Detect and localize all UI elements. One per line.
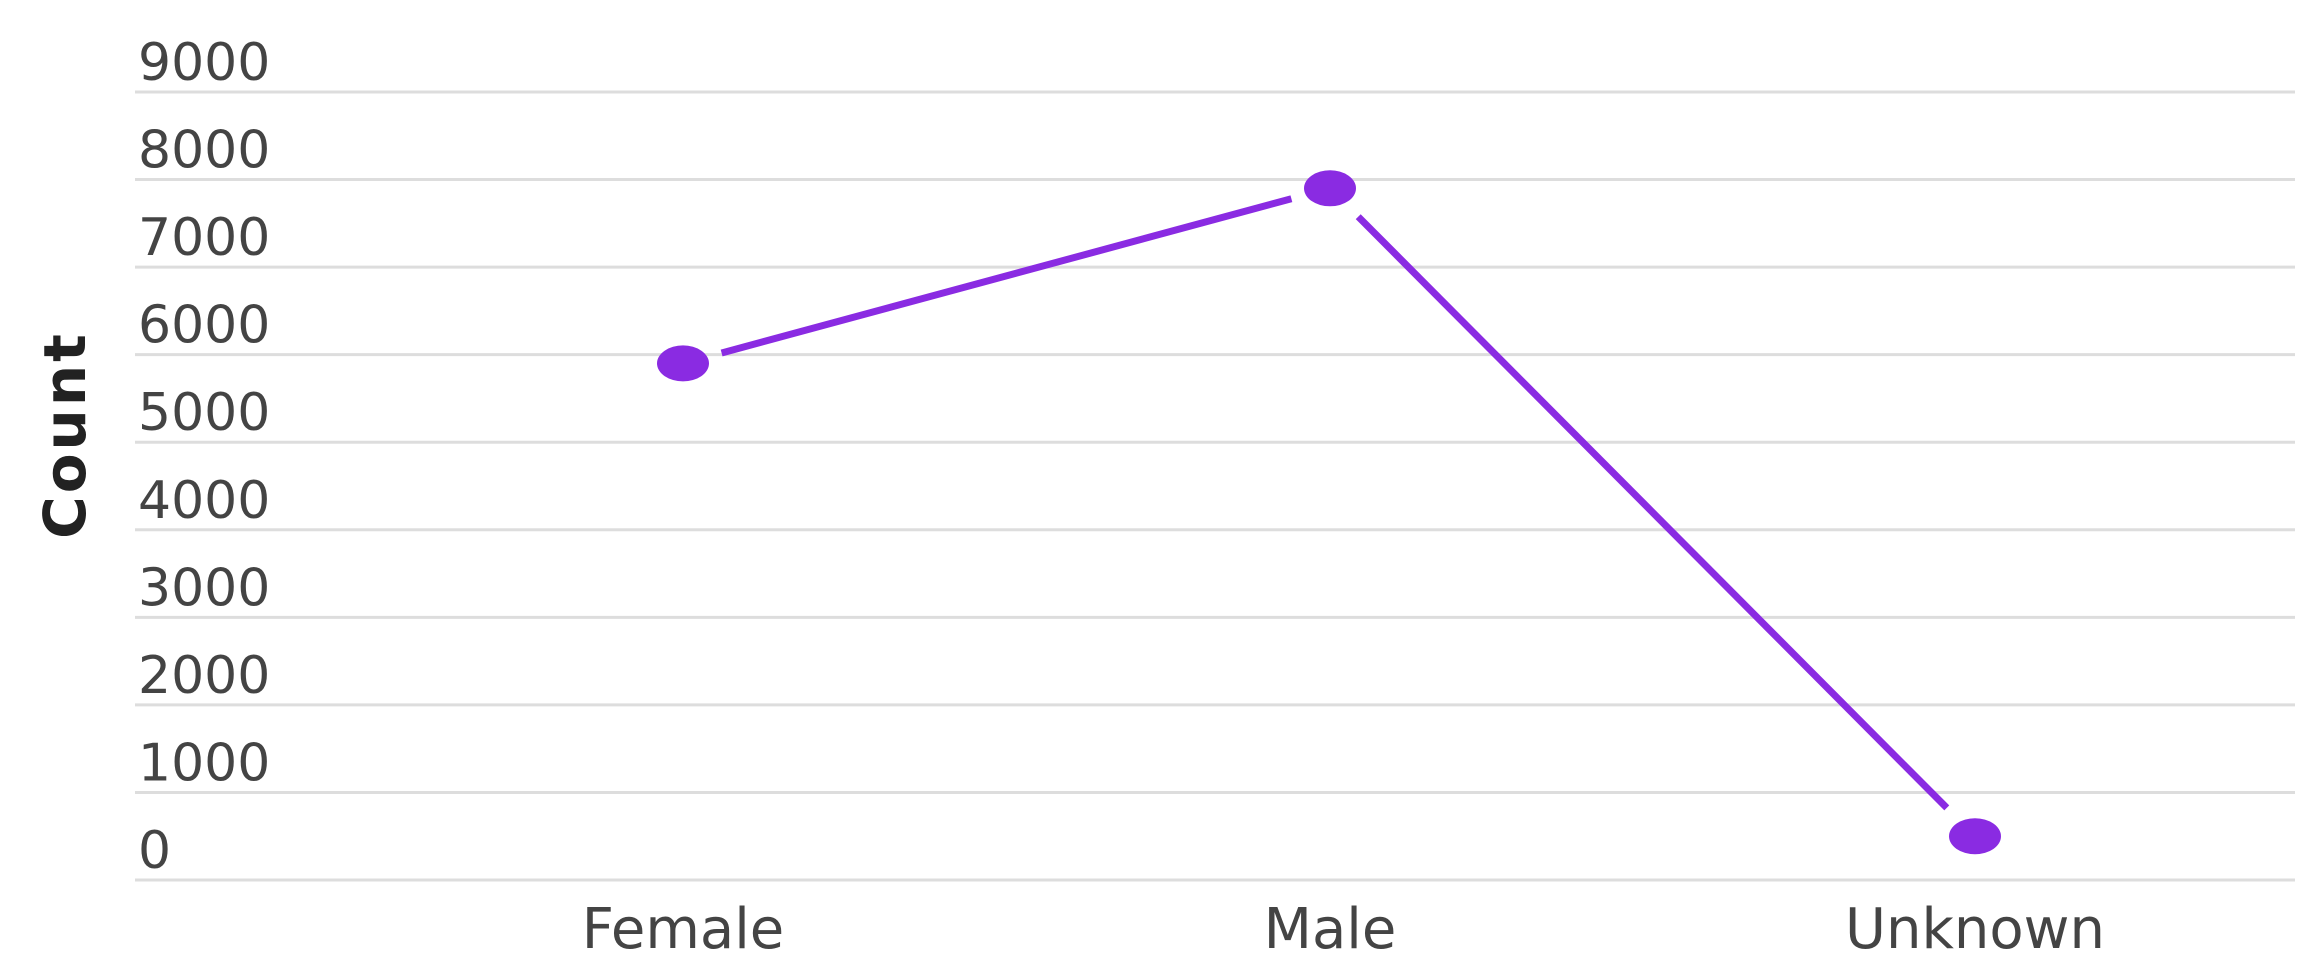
data-point	[1304, 170, 1356, 207]
gridlines	[135, 90, 2295, 882]
y-tick-label: 4000	[138, 471, 270, 531]
y-tick-label: 9000	[138, 33, 270, 93]
y-axis-title: Count	[31, 331, 99, 539]
y-tick-label: 5000	[138, 383, 270, 443]
data-point	[657, 345, 709, 382]
y-tick-label: 6000	[138, 296, 270, 356]
y-tick-label: 1000	[138, 733, 270, 793]
x-tick-label: Female	[582, 897, 784, 955]
y-axis-ticks: 0 1000 2000 3000 4000 5000 6000 7000 8000 9000	[138, 33, 270, 881]
y-tick-label: 0	[138, 821, 171, 881]
series-line-segment	[720, 195, 1293, 357]
y-tick-label: 7000	[138, 208, 270, 268]
x-axis-ticks: Female Male Unknown	[582, 897, 2105, 955]
y-tick-label: 8000	[138, 121, 270, 181]
y-tick-label: 3000	[138, 558, 270, 618]
x-tick-label: Unknown	[1845, 897, 2105, 955]
y-tick-label: 2000	[138, 646, 270, 706]
series-line-segment	[1355, 214, 1950, 811]
x-tick-label: Male	[1264, 897, 1397, 955]
data-point	[1949, 818, 2001, 855]
series-layer	[657, 170, 2001, 855]
